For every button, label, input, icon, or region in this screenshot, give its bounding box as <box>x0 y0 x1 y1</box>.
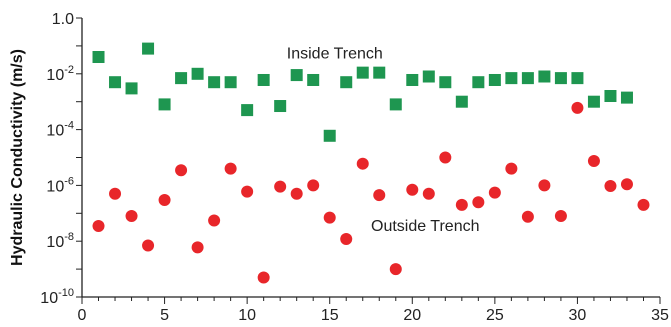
inside-trench-point <box>538 70 551 83</box>
outside-trench-point <box>257 271 270 284</box>
data-marks <box>92 42 650 284</box>
inside-trench-point <box>158 98 171 111</box>
outside-trench-point <box>125 210 138 223</box>
y-tick-exponent: -4 <box>64 120 74 132</box>
x-tick-label: 5 <box>160 307 169 324</box>
inside-trench-point <box>125 82 138 95</box>
outside-trench-point <box>571 101 584 114</box>
inside-trench-point <box>472 76 485 89</box>
outside-trench-point <box>389 263 402 276</box>
y-tick-label: 1.0 <box>52 11 74 28</box>
outside-trench-point <box>323 211 336 224</box>
y-tick-base: 10 <box>46 67 64 84</box>
y-tick-base: 10 <box>46 178 64 195</box>
outside-trench-point <box>241 185 254 198</box>
inside-trench-point <box>505 72 518 85</box>
outside-trench-point <box>422 187 435 200</box>
inside-trench-point <box>257 73 270 86</box>
outside-trench-point <box>373 189 386 202</box>
outside-trench-point <box>554 210 567 223</box>
outside-trench-point <box>604 180 617 193</box>
axes <box>76 17 661 304</box>
labels: 0 5 10 15 20 25 30 3510-1010-810-610-410-21.0Hy… <box>9 11 669 324</box>
inside-trench-point <box>109 76 122 89</box>
outside-trench-point <box>538 179 551 192</box>
y-tick-exponent: -2 <box>64 64 74 76</box>
inside-trench-point <box>241 104 254 117</box>
y-axis-label: Hydraulic Conductivity (m/s) <box>9 49 26 266</box>
outside-trench-point <box>521 210 534 223</box>
x-tick-label: 0 <box>78 307 87 324</box>
x-tick-label: 20 <box>403 307 421 324</box>
inside-trench-point <box>389 98 402 111</box>
inside-trench-point <box>224 76 237 89</box>
outside-trench-point <box>620 178 633 191</box>
inside-trench-annotation: Inside Trench <box>287 46 383 63</box>
outside-trench-annotation: Outside Trench <box>371 218 480 235</box>
outside-trench-point <box>455 198 468 211</box>
inside-trench-point <box>604 90 617 103</box>
y-tick-exponent: -8 <box>64 231 74 243</box>
inside-trench-point <box>373 66 386 79</box>
y-tick-label: 10-6 <box>46 175 74 195</box>
outside-trench-point <box>274 180 287 193</box>
outside-trench-point <box>637 198 650 211</box>
outside-trench-point <box>439 151 452 164</box>
inside-trench-point <box>422 70 435 83</box>
inside-trench-point <box>620 91 633 104</box>
y-tick-exponent: -10 <box>58 287 74 299</box>
outside-trench-point <box>356 157 369 170</box>
y-tick-label: 10-2 <box>46 64 74 84</box>
y-tick-label: 10-8 <box>46 231 74 251</box>
inside-trench-point <box>455 95 468 108</box>
inside-trench-point <box>587 95 600 108</box>
inside-trench-point <box>92 51 105 64</box>
outside-trench-point <box>406 183 419 196</box>
inside-trench-point <box>571 72 584 85</box>
inside-trench-point <box>488 73 501 86</box>
inside-trench-point <box>406 73 419 86</box>
inside-trench-point <box>290 69 303 82</box>
outside-trench-point <box>92 220 105 233</box>
y-tick-label: 10-4 <box>46 120 74 140</box>
outside-trench-point <box>290 187 303 200</box>
inside-trench-point <box>554 72 567 85</box>
inside-trench-point <box>191 67 204 80</box>
inside-trench-point <box>175 72 188 85</box>
inside-trench-point <box>323 129 336 142</box>
outside-trench-point <box>142 239 155 252</box>
outside-trench-point <box>587 154 600 167</box>
outside-trench-point <box>208 214 221 227</box>
outside-trench-point <box>505 162 518 175</box>
inside-trench-point <box>142 42 155 55</box>
x-tick-label: 25 <box>486 307 504 324</box>
outside-trench-point <box>175 164 188 177</box>
outside-trench-point <box>472 196 485 209</box>
outside-trench-point <box>340 232 353 245</box>
inside-trench-point <box>307 73 320 86</box>
outside-trench-point <box>224 162 237 175</box>
inside-trench-point <box>274 100 287 113</box>
inside-trench-point <box>521 72 534 85</box>
x-tick-label: 35 <box>651 307 669 324</box>
y-tick-base: 1.0 <box>52 11 74 28</box>
y-tick-base: 10 <box>40 290 58 307</box>
outside-trench-point <box>158 193 171 206</box>
outside-trench-point <box>109 187 122 200</box>
inside-trench-point <box>340 76 353 89</box>
outside-trench-point <box>307 179 320 192</box>
y-tick-label: 10-10 <box>40 287 74 307</box>
x-tick-label: 10 <box>238 307 256 324</box>
y-tick-base: 10 <box>46 123 64 140</box>
x-tick-label: 15 <box>321 307 339 324</box>
inside-trench-point <box>356 66 369 79</box>
y-tick-exponent: -6 <box>64 175 74 187</box>
outside-trench-point <box>191 241 204 254</box>
x-tick-label: 30 <box>569 307 587 324</box>
inside-trench-point <box>208 76 221 89</box>
inside-trench-point <box>439 76 452 89</box>
outside-trench-point <box>488 186 501 199</box>
y-tick-base: 10 <box>46 234 64 251</box>
